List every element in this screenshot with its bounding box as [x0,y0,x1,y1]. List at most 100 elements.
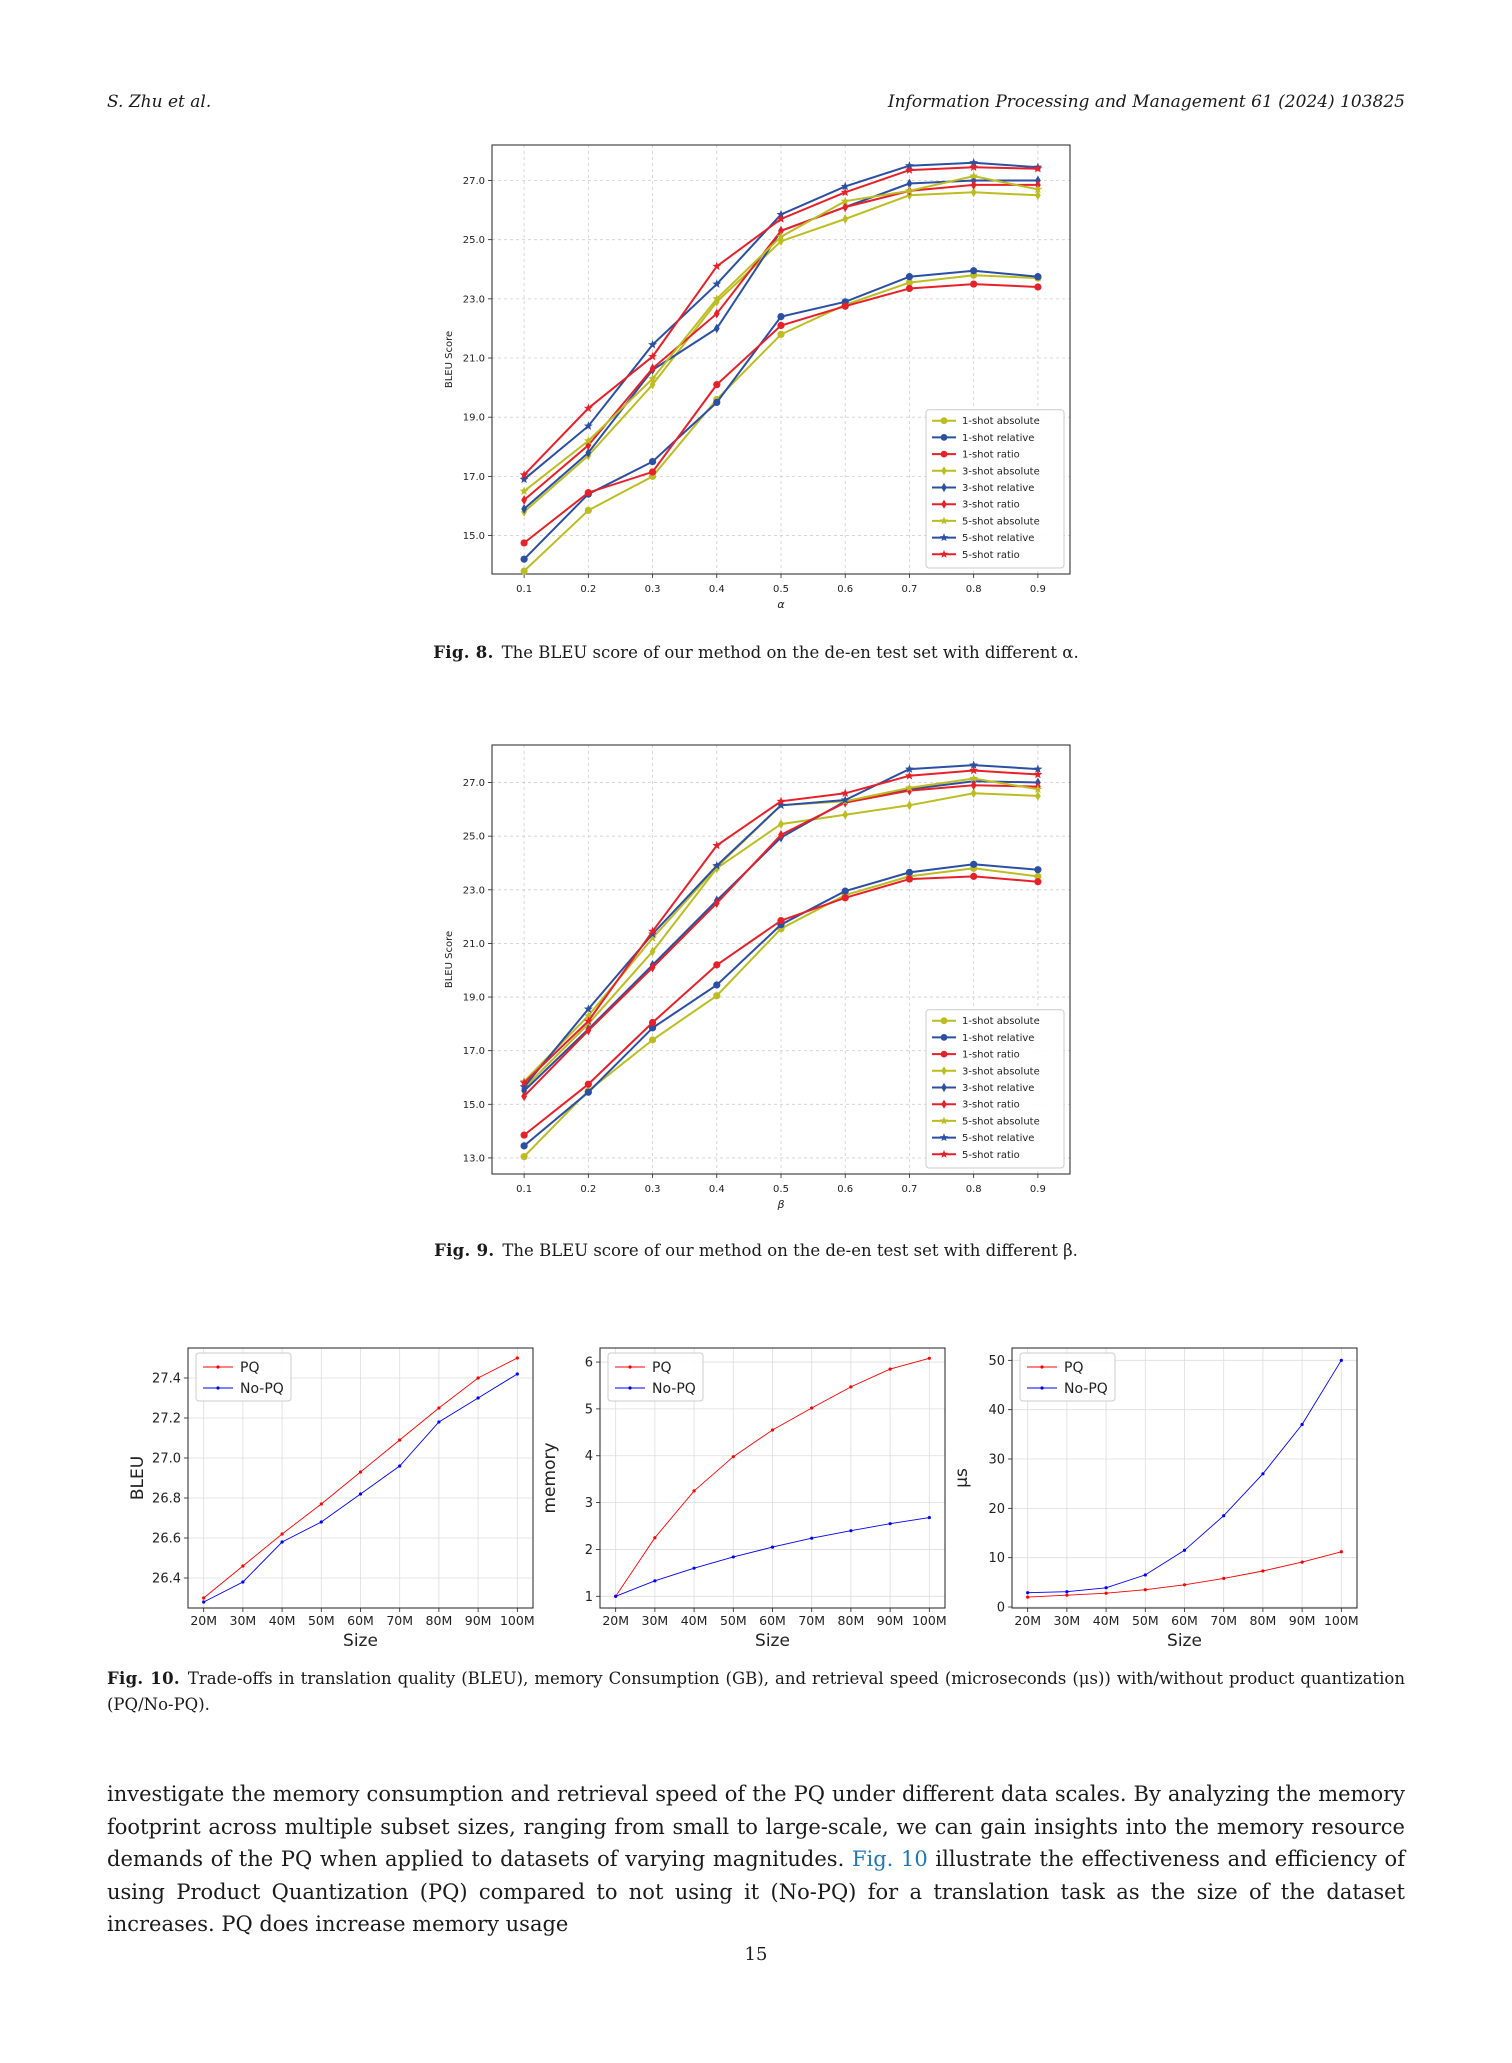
x-tick-label: 90M [465,1613,492,1628]
legend-marker [1040,1386,1044,1390]
figure-8-caption-label: Fig. 8. [433,643,494,662]
data-point [1033,784,1043,794]
data-point [810,1536,814,1540]
fig8-chart: 0.1 0.2 0.3 0.4 0.5 0.6 0.7 0.8 0.9 15.0 17.0 19.0 2… [444,144,1071,611]
legend-marker [940,1050,948,1058]
data-point [777,917,785,925]
body-text-part-1: investigate the memory consumption and r… [107,1782,1405,1871]
legend-marker [941,1099,947,1109]
data-point [648,1036,657,1044]
data-point [713,308,720,319]
figure-10-link[interactable]: Fig. 10 [851,1847,928,1871]
data-point [969,162,979,171]
x-tick-label: 0.1 [516,1184,532,1195]
data-point [1065,1593,1069,1597]
data-point [476,1376,480,1380]
legend-marker [216,1386,220,1390]
y-tick-label: 40 [988,1403,1005,1418]
data-point [713,898,720,909]
series-5-shot-absolute [519,171,1043,495]
data-point [241,1580,245,1584]
data-point [648,351,658,361]
data-point [1261,1569,1265,1573]
data-point [840,196,850,205]
x-tick-label: 60M [1171,1613,1198,1628]
x-tick-label: 40M [269,1613,296,1628]
data-point [970,860,978,868]
series-5-shot-ratio [519,765,1043,1087]
data-point [905,284,914,293]
data-point [970,872,978,880]
data-point [649,363,656,374]
data-point [520,555,528,563]
data-point [712,261,722,271]
data-point [927,1356,931,1360]
y-tick-label: 30 [988,1453,1005,1468]
data-point [776,232,786,241]
data-point [1182,1548,1187,1552]
y-tick-label: 27.4 [152,1372,181,1387]
data-point [842,809,849,820]
data-point [1033,764,1043,773]
y-tick-label: 25.0 [463,832,485,843]
legend-marker [940,1034,948,1041]
y-tick-label: 26.6 [152,1532,181,1547]
x-tick-label: 0.8 [966,1184,982,1195]
data-point [648,926,658,936]
data-point [778,236,784,247]
x-tick-label: 50M [1132,1613,1159,1628]
data-point [648,1018,657,1027]
series-1-shot-relative [520,860,1042,1150]
data-point [519,470,529,479]
x-tick-label: 60M [759,1613,786,1628]
x-tick-label: 20M [1014,1613,1041,1628]
legend-marker [939,1149,949,1158]
data-point [437,1420,441,1424]
data-point [1143,1588,1147,1592]
series-PQ [202,1356,519,1600]
data-point [970,267,978,275]
x-tick-label: 60M [347,1613,374,1628]
fig9-chart: 0.1 0.2 0.3 0.4 0.5 0.6 0.7 0.8 0.9 13.0 15.0 17.0 1… [444,744,1071,1211]
x-tick-label: 0.3 [645,1184,661,1195]
y-tick-label: 3 [585,1496,593,1511]
data-point [712,860,722,870]
legend-marker [940,434,948,441]
x-tick-label: 40M [1093,1613,1120,1628]
data-point [713,981,721,989]
data-point [476,1396,480,1400]
y-tick-label: 23.0 [463,294,485,305]
data-point [969,773,979,783]
figure-9-caption: Fig. 9. The BLEU score of our method on t… [0,1238,1512,1264]
x-tick-label: 0.5 [773,584,789,595]
x-tick-label: 0.9 [1030,584,1046,595]
fig9-plot-frame [491,744,1071,1175]
data-point [712,279,722,288]
data-point [583,1011,593,1020]
data-point [653,1536,657,1540]
y-tick-label: 15.0 [463,531,485,542]
data-point [519,486,529,495]
data-point [969,158,979,167]
data-point [520,539,528,547]
data-point [904,764,914,773]
fig10a-legend: PQ No-PQ [195,1352,292,1402]
data-point [970,780,977,791]
x-tick-label: 80M [426,1613,453,1628]
data-point [905,868,914,876]
data-point [841,887,849,895]
data-point [770,1545,775,1549]
data-point [692,1566,696,1570]
y-tick-label: 0 [997,1601,1005,1616]
data-point [583,1016,593,1025]
legend-label: 5-shot ratio [962,550,1020,561]
x-tick-label: 100M [912,1613,947,1628]
legend-label: 3-shot relative [962,483,1034,494]
legend-label: No-PQ [1064,1381,1108,1397]
data-point [849,1529,853,1533]
data-point [776,800,786,810]
data-point [1034,283,1042,291]
data-point [583,436,593,445]
x-tick-label: 90M [1289,1613,1316,1628]
data-point [358,1492,363,1496]
